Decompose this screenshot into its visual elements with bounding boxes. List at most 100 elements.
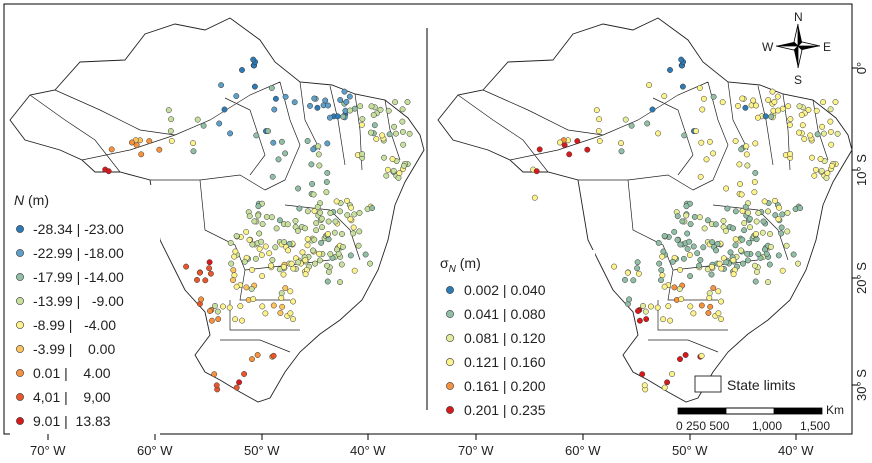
legend-label: -28.34 | -23.00: [33, 221, 124, 237]
station-point: [280, 271, 287, 278]
station-point: [332, 218, 339, 225]
station-point: [239, 67, 245, 73]
station-point: [698, 139, 705, 146]
station-point: [219, 303, 226, 310]
station-point: [392, 99, 399, 106]
station-point: [715, 288, 722, 295]
station-point: [772, 197, 778, 204]
compass-s: S: [794, 73, 802, 87]
station-point: [738, 146, 745, 153]
station-point: [710, 93, 717, 100]
station-point: [713, 247, 720, 254]
right-axis: 0° 10° S 20° S 30° S: [852, 62, 869, 401]
legend-symbol: [446, 382, 454, 390]
station-point: [287, 288, 294, 295]
station-point: [710, 150, 717, 157]
station-point: [284, 221, 291, 228]
station-point: [809, 154, 815, 161]
station-point: [325, 231, 331, 237]
station-point: [722, 227, 729, 234]
station-point: [307, 102, 313, 109]
station-point: [790, 251, 797, 258]
station-point: [676, 286, 683, 292]
station-point: [255, 212, 262, 219]
legend-symbol: [446, 286, 454, 294]
station-point: [318, 239, 325, 246]
station-point: [311, 236, 318, 243]
station-point: [322, 97, 329, 104]
station-point: [696, 262, 703, 269]
station-point: [296, 205, 303, 212]
station-point: [367, 260, 373, 267]
legend-label: 0.121 | 0.160: [464, 354, 546, 370]
station-point: [250, 56, 257, 63]
station-point: [797, 205, 804, 212]
station-point: [230, 267, 237, 274]
station-point: [273, 225, 280, 232]
station-point: [396, 170, 403, 177]
station-point: [337, 208, 343, 215]
station-point: [718, 316, 724, 323]
station-point: [262, 310, 269, 317]
station-point: [753, 102, 760, 109]
station-point: [767, 231, 773, 237]
station-point: [254, 352, 261, 358]
legend-label: -8.99 | -4.00: [33, 317, 116, 333]
station-point: [270, 139, 277, 146]
station-point: [812, 166, 819, 173]
legend-symbol: [16, 249, 24, 257]
station-point: [827, 106, 834, 113]
station-point: [687, 303, 694, 310]
tick-lat-1: 0°: [854, 62, 869, 74]
station-point: [251, 218, 258, 225]
station-point: [768, 113, 775, 120]
scale-bar-label-1: 0 250 500: [676, 419, 730, 433]
station-point: [730, 225, 737, 232]
station-point: [655, 130, 662, 137]
station-point: [323, 262, 330, 269]
station-point: [214, 308, 221, 315]
station-point: [779, 211, 786, 218]
station-point: [801, 136, 808, 142]
station-point: [744, 162, 751, 169]
station-point: [735, 102, 741, 109]
tick-lat-2: 10° S: [854, 154, 869, 186]
station-point: [314, 104, 321, 111]
legend-label: 0.161 | 0.200: [464, 378, 546, 394]
station-point: [701, 225, 708, 232]
legend-symbol: [16, 369, 24, 377]
station-point: [395, 174, 402, 181]
station-point: [253, 132, 260, 139]
station-point: [315, 151, 322, 158]
station-point: [231, 272, 238, 279]
station-point: [299, 249, 306, 256]
station-point: [739, 236, 746, 243]
station-point: [746, 215, 753, 222]
station-point: [268, 214, 275, 221]
station-point: [703, 156, 710, 163]
station-point: [834, 130, 841, 137]
station-point: [406, 130, 413, 137]
station-point: [379, 132, 386, 139]
station-point: [346, 93, 353, 100]
station-point: [347, 252, 354, 259]
legend-symbol: [446, 358, 454, 366]
tick-lon-6: 60° W: [565, 443, 601, 458]
station-point: [202, 277, 209, 284]
station-point: [680, 255, 687, 262]
station-point: [824, 170, 831, 177]
station-point: [678, 296, 685, 303]
legend-label: 4,01 | 9,00: [33, 389, 111, 405]
station-point: [381, 154, 387, 161]
station-point: [751, 262, 758, 269]
station-point: [323, 179, 330, 185]
station-point: [595, 128, 602, 134]
station-point: [226, 304, 233, 311]
station-point: [753, 231, 759, 237]
station-point: [736, 161, 743, 168]
station-point: [732, 242, 739, 249]
station-point: [661, 283, 668, 290]
station-point: [249, 266, 256, 273]
station-point: [674, 213, 681, 220]
